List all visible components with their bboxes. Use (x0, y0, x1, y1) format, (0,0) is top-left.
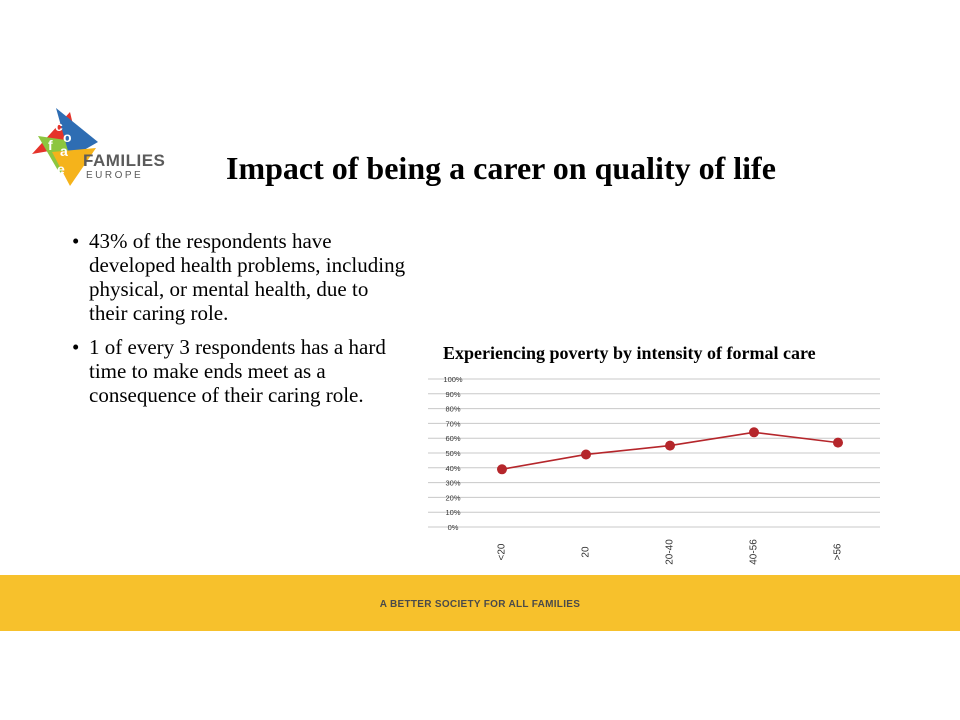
y-tick-label: 40% (445, 464, 460, 473)
y-tick-label: 90% (445, 390, 460, 399)
y-tick-label: 80% (445, 405, 460, 414)
y-tick-label: 10% (445, 508, 460, 517)
y-tick-label: 0% (448, 523, 459, 532)
bullet-glyph: • (72, 335, 80, 359)
y-tick-label: 50% (445, 449, 460, 458)
x-tick-label: >56 (833, 543, 844, 560)
footer-tagline: A BETTER SOCIETY FOR ALL FAMILIES (379, 599, 581, 610)
bullet-text: 43% of the respondents have developed he… (89, 229, 406, 325)
bullet-text: 1 of every 3 respondents has a hard time… (89, 335, 386, 407)
logo-letter: c (55, 118, 63, 134)
data-point (749, 427, 759, 438)
y-tick-label: 30% (445, 479, 460, 488)
bullet-item: • 1 of every 3 respondents has a hard tim… (72, 335, 412, 407)
bullet-glyph: • (72, 229, 80, 253)
poverty-line-chart: 0% 10% 20% 30% 40% 50% 60% 70% 80% 90% 100% <20 20 20… (428, 375, 880, 565)
bullet-item: • 43% of the respondents have developed h… (72, 229, 412, 325)
data-point (497, 464, 507, 475)
logo-word-families: FAMILIES (83, 151, 166, 170)
coface-logo: c o f a c e (30, 106, 165, 186)
y-tick-label: 20% (445, 493, 460, 502)
logo-letter: a (60, 143, 68, 159)
logo-shape-blue (56, 108, 98, 158)
logo-shape-yellow (52, 148, 96, 186)
data-point (665, 440, 675, 451)
footer-banner (0, 575, 960, 631)
logo-mark: c o f a c e (32, 108, 98, 186)
x-tick-label: 20 (581, 546, 592, 558)
chart-title: Experiencing poverty by intensity of for… (443, 343, 816, 363)
slide-title: Impact of being a carer on quality of li… (226, 150, 776, 186)
x-tick-label: 20-40 (665, 539, 676, 565)
logo-word-europe: EUROPE (86, 170, 144, 181)
bullet-list: • 43% of the respondents have developed h… (72, 229, 412, 417)
logo-letter: c (43, 153, 51, 169)
y-tick-label: 70% (445, 419, 460, 428)
y-tick-label: 100% (443, 375, 463, 384)
logo-wordmark: FAMILIES EUROPE (83, 152, 165, 182)
data-point (833, 437, 843, 448)
y-tick-label: 60% (445, 434, 460, 443)
x-tick-label: <20 (497, 543, 508, 560)
x-tick-label: 40-56 (749, 539, 760, 565)
logo-letter: o (63, 129, 72, 145)
logo-letter: f (48, 137, 53, 153)
data-point (581, 449, 591, 460)
logo-letter: e (57, 161, 65, 177)
